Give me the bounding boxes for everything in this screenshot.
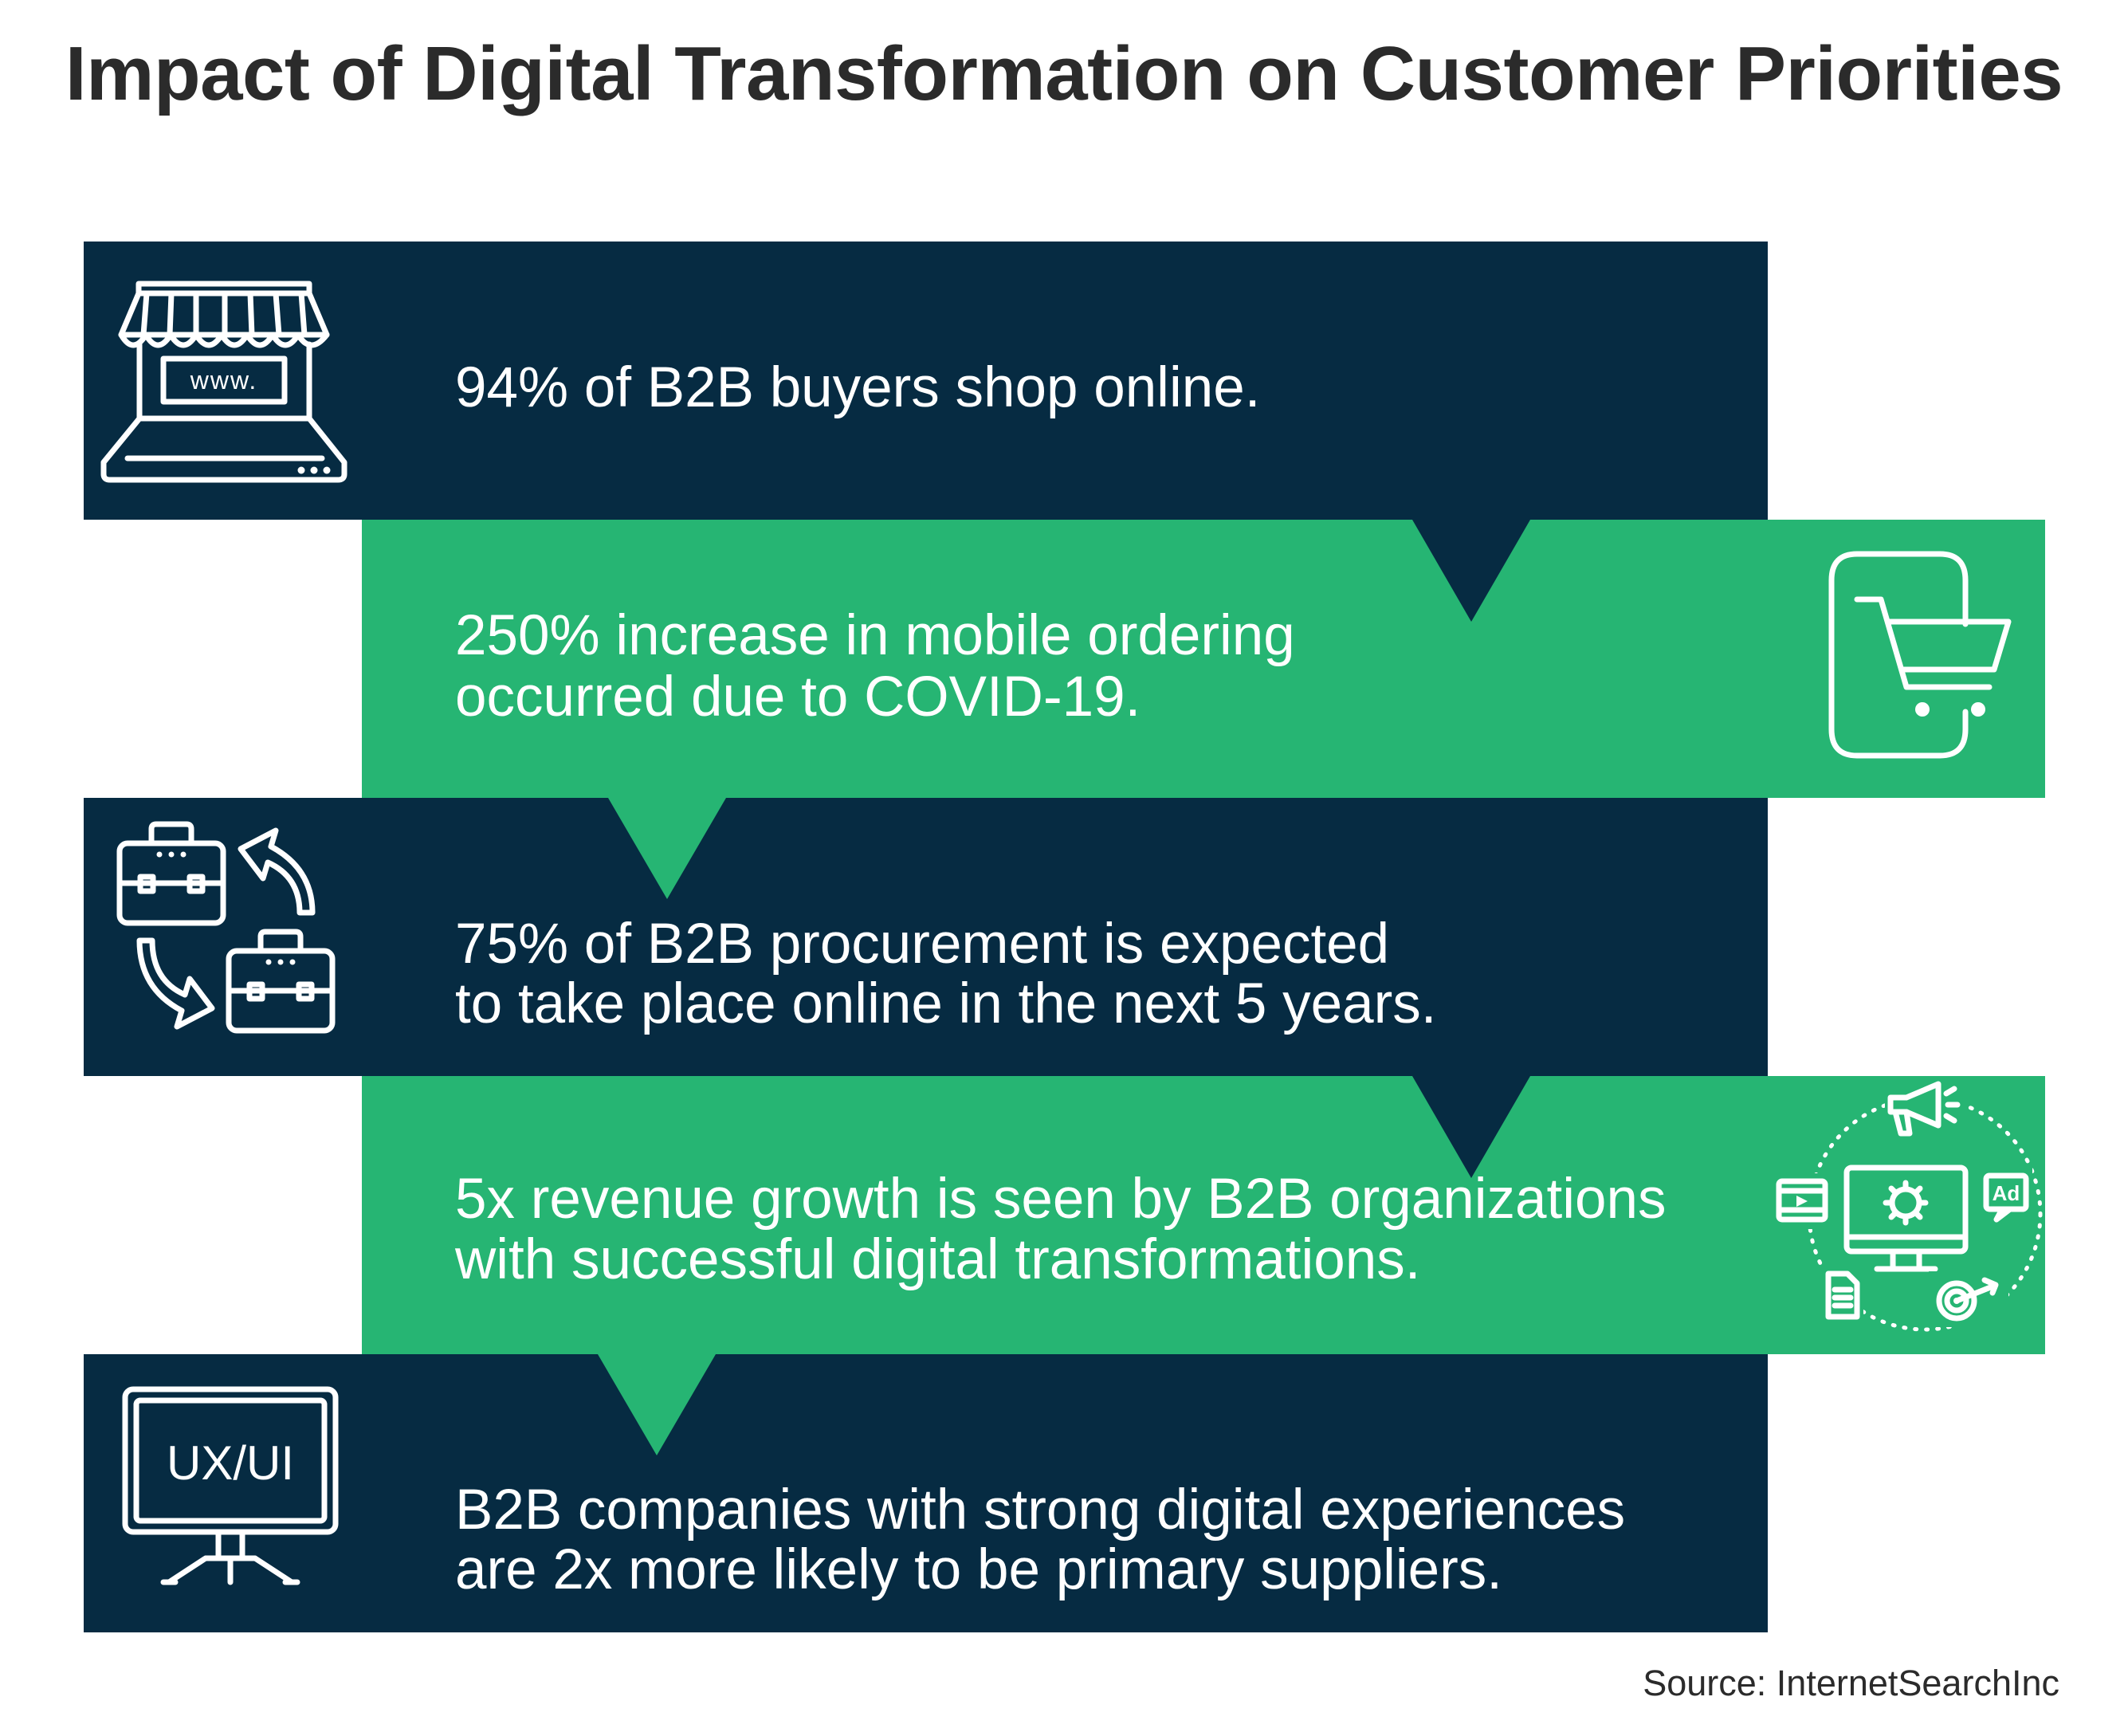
panel-5-line-1: B2B companies with strong digital experi… xyxy=(455,1479,1625,1542)
panel-2-line-1: 250% increase in mobile ordering xyxy=(455,604,1295,667)
pointer-4 xyxy=(598,1354,716,1455)
panel-4-line-2: with successful digital transformations. xyxy=(454,1228,1420,1291)
ux-ui-monitor-icon: UX/UI xyxy=(122,1386,339,1585)
panel-2-line-2: occurred due to COVID-19. xyxy=(455,666,1141,729)
panel-3-line-2: to take place online in the next 5 years… xyxy=(455,972,1436,1035)
panel-2-background xyxy=(362,520,2045,798)
pointer-1 xyxy=(1412,520,1530,622)
pointer-2 xyxy=(608,798,726,899)
laptop-storefront-icon: www. xyxy=(100,281,347,483)
panel-5-background xyxy=(84,1354,1768,1632)
panel-4-line-1: 5x revenue growth is seen by B2B organiz… xyxy=(455,1168,1667,1231)
page-title: Impact of Digital Transformation on Cust… xyxy=(65,31,2063,116)
panel-1-line-1: 94% of B2B buyers shop online. xyxy=(455,356,1260,419)
panel-1-background xyxy=(84,242,1768,520)
ux-ui-label: UX/UI xyxy=(167,1436,294,1490)
panel-4-background xyxy=(362,1076,2045,1354)
briefcase-exchange-icon xyxy=(116,821,336,1034)
source-note: Source: InternetSearchInc xyxy=(1643,1663,2059,1703)
panel-3-line-1: 75% of B2B procurement is expected xyxy=(455,913,1389,976)
ad-label: Ad xyxy=(1993,1181,2020,1205)
digital-marketing-cycle-icon: Ad xyxy=(1773,1078,2043,1332)
mobile-cart-icon xyxy=(1828,551,2012,759)
panel-5-line-2: are 2x more likely to be primary supplie… xyxy=(455,1538,1502,1601)
panel-3-background xyxy=(84,798,1768,1076)
pointer-3 xyxy=(1412,1076,1530,1178)
laptop-www-label: www. xyxy=(190,366,257,395)
